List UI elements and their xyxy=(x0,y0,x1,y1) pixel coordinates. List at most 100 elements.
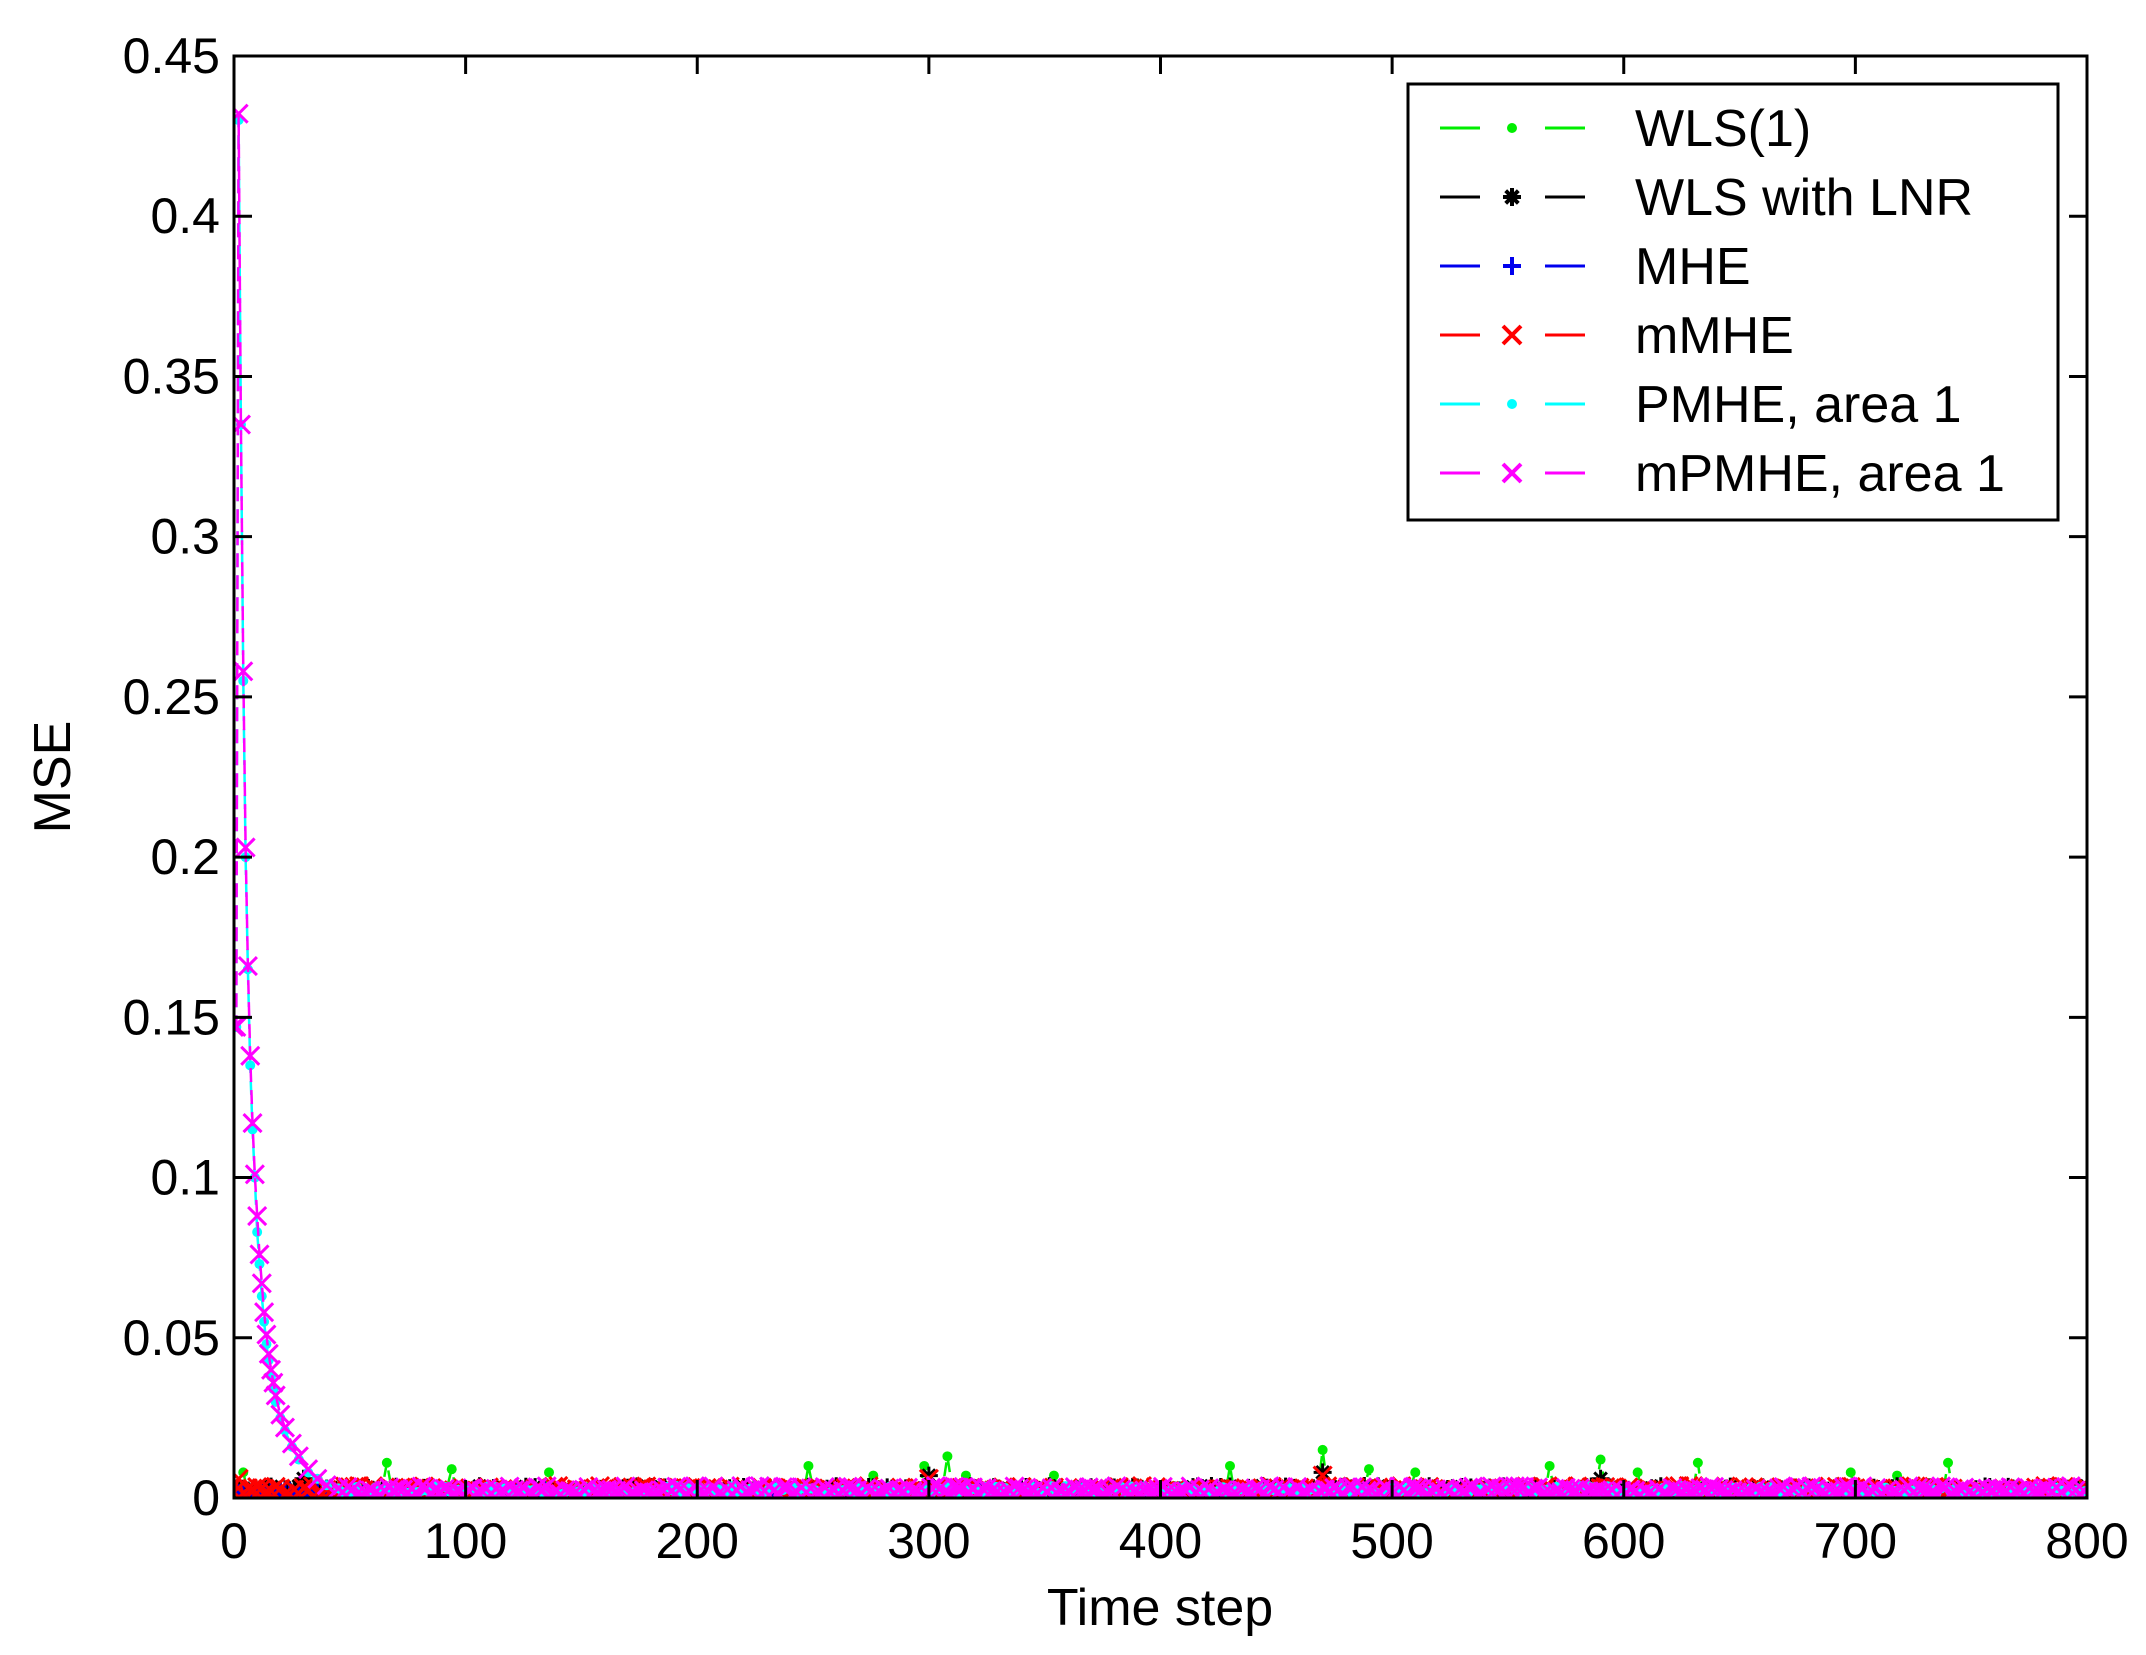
data-point xyxy=(234,661,254,682)
legend-item: WLS with LNR xyxy=(1440,169,1973,227)
data-point xyxy=(1523,1478,1544,1498)
x-tick-label: 500 xyxy=(1350,1513,1433,1569)
data-point xyxy=(316,1475,337,1496)
y-tick-label: 0.4 xyxy=(150,188,220,244)
data-point xyxy=(772,1477,794,1498)
legend-item: WLS(1) xyxy=(1440,100,1811,158)
axis-ticks: 0 100 200 300 400 500 600 700 800 0 0.05 0.1 0.15 0.2… xyxy=(123,28,2129,1569)
x-tick-label: 100 xyxy=(424,1513,507,1569)
data-point xyxy=(1754,1483,1776,1498)
legend-item: mMHE xyxy=(1440,307,1794,365)
y-tick-label: 0.3 xyxy=(150,509,220,565)
data-point xyxy=(944,1476,965,1497)
data-point xyxy=(1055,1483,1076,1498)
data-point xyxy=(1632,1467,1643,1478)
legend-marker xyxy=(1507,123,1517,133)
data-point xyxy=(1801,1476,1822,1497)
data-point xyxy=(1880,1483,1901,1498)
x-tick-label: 200 xyxy=(656,1513,739,1569)
x-tick-label: 700 xyxy=(1814,1513,1897,1569)
data-point xyxy=(1363,1464,1374,1475)
legend: WLS(1) WLS with LNR MHE mMHE PMHE, area 1 mPM… xyxy=(1406,82,2060,522)
data-point xyxy=(443,1482,465,1498)
data-point xyxy=(234,1016,245,1038)
y-tick-label: 0.25 xyxy=(123,669,220,725)
data-point xyxy=(942,1451,953,1462)
y-tick-label: 0.05 xyxy=(123,1310,220,1366)
data-point xyxy=(805,1482,826,1498)
data-point xyxy=(270,1404,291,1425)
data-point xyxy=(281,1433,302,1454)
data-point xyxy=(782,1484,803,1498)
data-point xyxy=(1317,1444,1328,1455)
x-tick-label: 400 xyxy=(1119,1513,1202,1569)
data-point xyxy=(1595,1454,1606,1465)
data-point xyxy=(1410,1467,1421,1478)
x-tick-label: 0 xyxy=(220,1513,248,1569)
data-point xyxy=(247,1205,268,1227)
data-point xyxy=(234,1482,245,1498)
data-point xyxy=(1653,1483,1674,1498)
legend-label: MHE xyxy=(1635,238,1751,296)
y-tick-label: 0.15 xyxy=(123,989,220,1045)
data-point xyxy=(234,1016,247,1038)
y-tick-label: 0.35 xyxy=(123,348,220,404)
data-point xyxy=(307,1468,328,1489)
y-axis-title: MSE xyxy=(24,721,82,834)
legend-item: MHE xyxy=(1440,238,1751,296)
data-point xyxy=(274,1417,296,1438)
data-point xyxy=(1845,1467,1856,1478)
data-point xyxy=(234,103,249,124)
data-point xyxy=(1544,1460,1555,1471)
legend-marker xyxy=(1501,324,1523,346)
data-point xyxy=(240,1045,261,1066)
data-point xyxy=(1224,1460,1235,1471)
legend-marker xyxy=(1503,188,1521,206)
data-point xyxy=(995,1482,1016,1498)
legend-item: mPMHE, area 1 xyxy=(1440,445,2005,503)
data-point xyxy=(985,1482,1007,1498)
data-point xyxy=(258,1343,279,1364)
data-point xyxy=(1532,1484,1553,1498)
series-5 xyxy=(234,103,2087,1498)
data-point xyxy=(1467,1484,1488,1498)
y-tick-label: 0.2 xyxy=(150,829,220,885)
data-point xyxy=(919,1460,930,1471)
y-tick-label: 0 xyxy=(192,1470,220,1526)
legend-label: WLS with LNR xyxy=(1635,169,1973,227)
legend-label: mMHE xyxy=(1635,307,1794,365)
data-point xyxy=(1048,1470,1059,1481)
x-tick-label: 800 xyxy=(2045,1513,2128,1569)
data-point xyxy=(1692,1457,1703,1468)
data-point xyxy=(251,1273,272,1294)
data-point xyxy=(1365,1483,1386,1498)
legend-box xyxy=(1406,82,2060,522)
x-axis-title: Time step xyxy=(1047,1579,1273,1637)
data-point xyxy=(288,1446,309,1467)
y-tick-label: 0.1 xyxy=(150,1150,220,1206)
legend-marker xyxy=(1501,462,1523,484)
series-layer xyxy=(234,103,2087,1498)
data-point xyxy=(803,1460,814,1471)
legend-item: PMHE, area 1 xyxy=(1440,376,1962,434)
data-point xyxy=(254,1302,275,1323)
data-point xyxy=(647,1482,668,1498)
data-point xyxy=(638,1482,659,1498)
data-point xyxy=(1943,1457,1954,1468)
legend-marker xyxy=(1503,257,1521,275)
data-point xyxy=(245,1060,256,1071)
data-point xyxy=(381,1457,392,1468)
data-point xyxy=(446,1464,457,1475)
x-tick-label: 600 xyxy=(1582,1513,1665,1569)
x-tick-label: 300 xyxy=(887,1513,970,1569)
legend-label: WLS(1) xyxy=(1635,100,1811,158)
data-point xyxy=(1458,1477,1479,1498)
legend-label: mPMHE, area 1 xyxy=(1635,445,2005,503)
data-point xyxy=(411,1476,432,1497)
legend-marker xyxy=(1507,399,1517,409)
data-point xyxy=(1759,1483,1780,1498)
data-point xyxy=(256,1324,277,1345)
data-point xyxy=(265,1385,286,1406)
